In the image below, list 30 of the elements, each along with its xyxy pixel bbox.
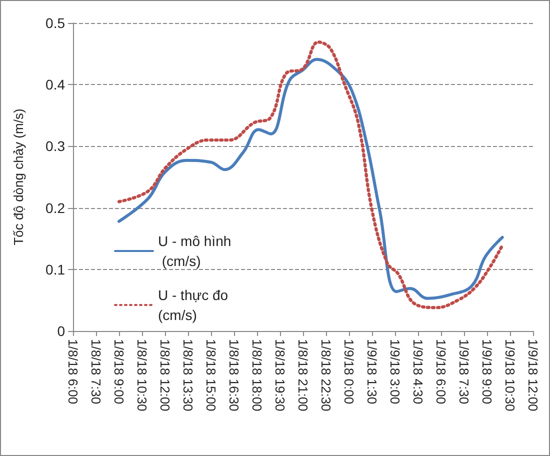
x-tick-label: 1/9/18 1:30 bbox=[364, 339, 380, 404]
legend-label: U - thực đo (cm/s) bbox=[158, 287, 232, 323]
x-tick-label: 1/8/18 16:30 bbox=[226, 339, 242, 412]
y-tick-label: 0.5 bbox=[46, 15, 66, 31]
x-tick-label: 1/8/18 12:00 bbox=[158, 339, 172, 412]
x-tick-label: 1/9/18 6:00 bbox=[434, 339, 448, 404]
x-tick-label: 1/9/18 12:00 bbox=[526, 339, 540, 412]
x-tick-label: 1/9/18 7:30 bbox=[456, 339, 472, 404]
x-tick-label: 1/8/18 22:30 bbox=[318, 339, 334, 412]
x-tick-label: 1/8/18 18:00 bbox=[250, 339, 264, 412]
x-tick-label: 1/8/18 7:30 bbox=[88, 339, 104, 404]
x-tick-label: 1/8/18 21:00 bbox=[296, 339, 310, 412]
x-tick-label: 1/9/18 0:00 bbox=[342, 339, 356, 404]
y-tick-label: 0.2 bbox=[46, 200, 66, 216]
x-tick-label: 1/8/18 13:30 bbox=[180, 339, 196, 412]
legend-label: U - mô hình (cm/s) bbox=[158, 233, 232, 269]
x-tick-label: 1/9/18 10:30 bbox=[502, 339, 518, 412]
x-tick-label: 1/9/18 9:00 bbox=[480, 339, 494, 404]
x-tick-label: 1/8/18 6:00 bbox=[66, 339, 80, 404]
x-tick-label: 1/9/18 4:30 bbox=[410, 339, 426, 404]
y-tick-label: 0.1 bbox=[46, 261, 66, 278]
x-tick-label: 1/8/18 10:30 bbox=[134, 339, 150, 412]
x-tick-label: 1/8/18 9:00 bbox=[112, 339, 126, 404]
y-tick-label: 0.3 bbox=[46, 138, 66, 154]
y-tick-label: 0.4 bbox=[46, 76, 66, 93]
y-axis-title: Tốc độ dòng chảy (m/s) bbox=[11, 108, 26, 246]
y-tick-label: 0 bbox=[57, 323, 66, 339]
x-tick-label: 1/8/18 15:00 bbox=[204, 339, 218, 412]
x-tick-label: 1/9/18 3:00 bbox=[388, 339, 402, 404]
x-tick-label: 1/8/18 19:30 bbox=[272, 339, 288, 412]
